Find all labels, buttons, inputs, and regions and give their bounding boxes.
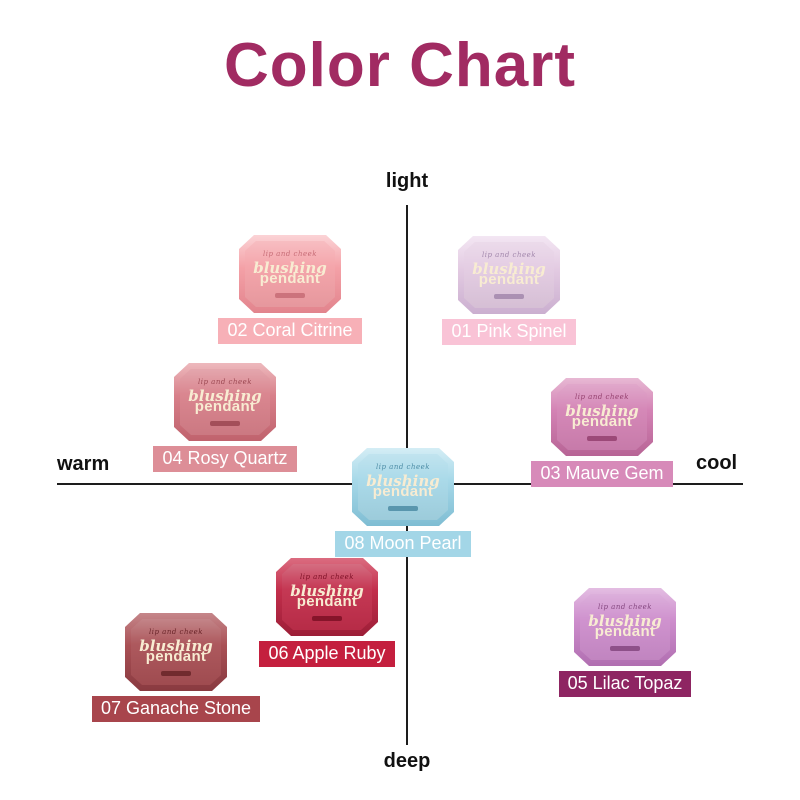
compact-face: lip and cheek blushing pendant <box>131 619 221 685</box>
compact-swatch: lip and cheek blushing pendant <box>125 613 227 691</box>
compact-face: lip and cheek blushing pendant <box>282 564 372 630</box>
compact-face: lip and cheek blushing pendant <box>358 454 448 520</box>
compact-swatch: lip and cheek blushing pendant <box>239 235 341 313</box>
product-06-apple-ruby: lip and cheek blushing pendant 06 Apple … <box>247 558 407 667</box>
compact-top-text: lip and cheek <box>574 393 630 401</box>
shade-label-badge: 08 Moon Pearl <box>335 531 471 557</box>
shade-label-badge: 01 Pink Spinel <box>442 319 576 345</box>
compact-top-text: lip and cheek <box>481 251 537 259</box>
product-02-coral-citrine: lip and cheek blushing pendant 02 Coral … <box>210 235 370 344</box>
brand-mark <box>312 616 342 621</box>
product-01-pink-spinel: lip and cheek blushing pendant 01 Pink S… <box>429 236 589 345</box>
compact-swatch: lip and cheek blushing pendant <box>174 363 276 441</box>
brand-mark <box>275 293 305 298</box>
product-04-rosy-quartz: lip and cheek blushing pendant 04 Rosy Q… <box>145 363 305 472</box>
compact-top-text: lip and cheek <box>375 463 431 471</box>
brand-mark <box>388 506 418 511</box>
compact-brand-text: blushing pendant <box>472 260 546 288</box>
product-08-moon-pearl: lip and cheek blushing pendant 08 Moon P… <box>323 448 483 557</box>
compact-brand-text: blushing pendant <box>366 472 440 500</box>
shade-label-badge: 07 Ganache Stone <box>91 696 261 722</box>
shade-label-badge: 03 Mauve Gem <box>531 461 673 487</box>
brand-mark <box>210 421 240 426</box>
brand-mark <box>587 436 617 441</box>
compact-brand-text: blushing pendant <box>290 582 364 610</box>
compact-swatch: lip and cheek blushing pendant <box>551 378 653 456</box>
compact-face: lip and cheek blushing pendant <box>557 384 647 450</box>
brand-mark <box>161 671 191 676</box>
product-03-mauve-gem: lip and cheek blushing pendant 03 Mauve … <box>522 378 682 487</box>
compact-swatch: lip and cheek blushing pendant <box>458 236 560 314</box>
compact-top-text: lip and cheek <box>197 378 253 386</box>
compact-swatch: lip and cheek blushing pendant <box>276 558 378 636</box>
axis-label-deep: deep <box>383 750 431 772</box>
compact-top-text: lip and cheek <box>299 573 355 581</box>
compact-brand-text: blushing pendant <box>139 637 213 665</box>
compact-face: lip and cheek blushing pendant <box>464 242 554 308</box>
axis-label-cool: cool <box>696 452 738 474</box>
compact-swatch: lip and cheek blushing pendant <box>352 448 454 526</box>
shade-label-badge: 05 Lilac Topaz <box>558 671 692 697</box>
shade-label-badge: 02 Coral Citrine <box>218 318 362 344</box>
shade-label-badge: 06 Apple Ruby <box>259 641 395 667</box>
compact-face: lip and cheek blushing pendant <box>245 241 335 307</box>
compact-face: lip and cheek blushing pendant <box>180 369 270 435</box>
shade-label-badge: 04 Rosy Quartz <box>153 446 297 472</box>
compact-brand-text: blushing pendant <box>253 259 327 287</box>
compact-brand-text: blushing pendant <box>188 387 262 415</box>
product-07-ganache-stone: lip and cheek blushing pendant 07 Ganach… <box>91 613 261 722</box>
axis-label-warm: warm <box>57 453 110 475</box>
page-title: Color Chart <box>224 31 576 100</box>
axis-label-light: light <box>385 170 429 192</box>
brand-mark <box>494 294 524 299</box>
compact-face: lip and cheek blushing pendant <box>580 594 670 660</box>
compact-brand-text: blushing pendant <box>588 612 662 640</box>
compact-brand-text: blushing pendant <box>565 402 639 430</box>
compact-top-text: lip and cheek <box>597 603 653 611</box>
brand-mark <box>610 646 640 651</box>
compact-swatch: lip and cheek blushing pendant <box>574 588 676 666</box>
compact-top-text: lip and cheek <box>148 628 204 636</box>
compact-top-text: lip and cheek <box>262 250 318 258</box>
product-05-lilac-topaz: lip and cheek blushing pendant 05 Lilac … <box>545 588 705 697</box>
